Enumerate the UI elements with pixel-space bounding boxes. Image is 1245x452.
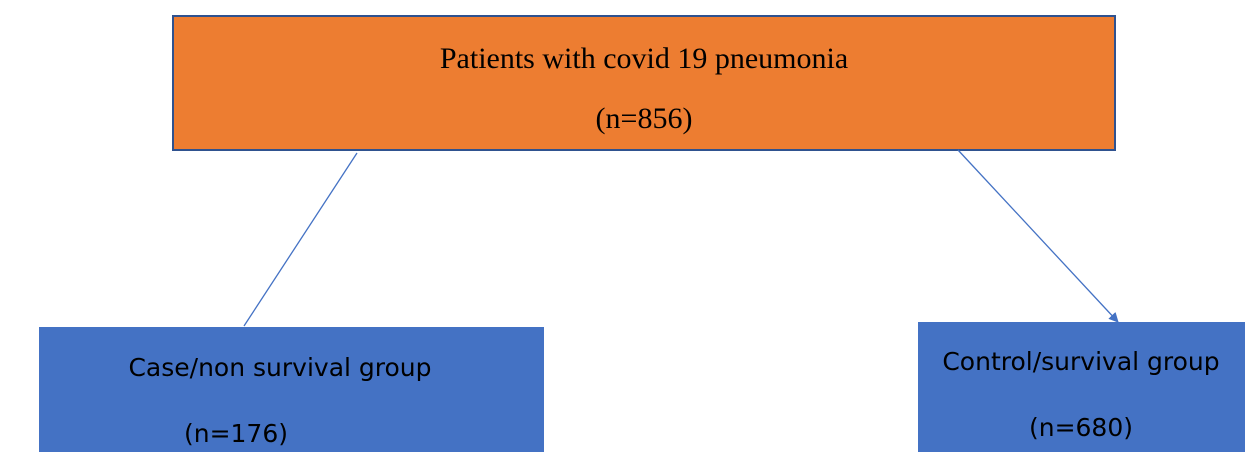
root-box [172,15,1116,151]
case-box [39,327,544,452]
case-count: (n=176) [184,419,288,448]
control-count: (n=680) [1029,413,1133,442]
case-label: Case/non survival group [128,353,431,382]
control-label: Control/survival group [942,347,1219,376]
control-box [918,322,1245,452]
root-count: (n=856) [596,102,693,135]
connector [243,152,358,327]
arrow [957,149,1119,323]
root-label: Patients with covid 19 pneumonia [440,42,848,75]
